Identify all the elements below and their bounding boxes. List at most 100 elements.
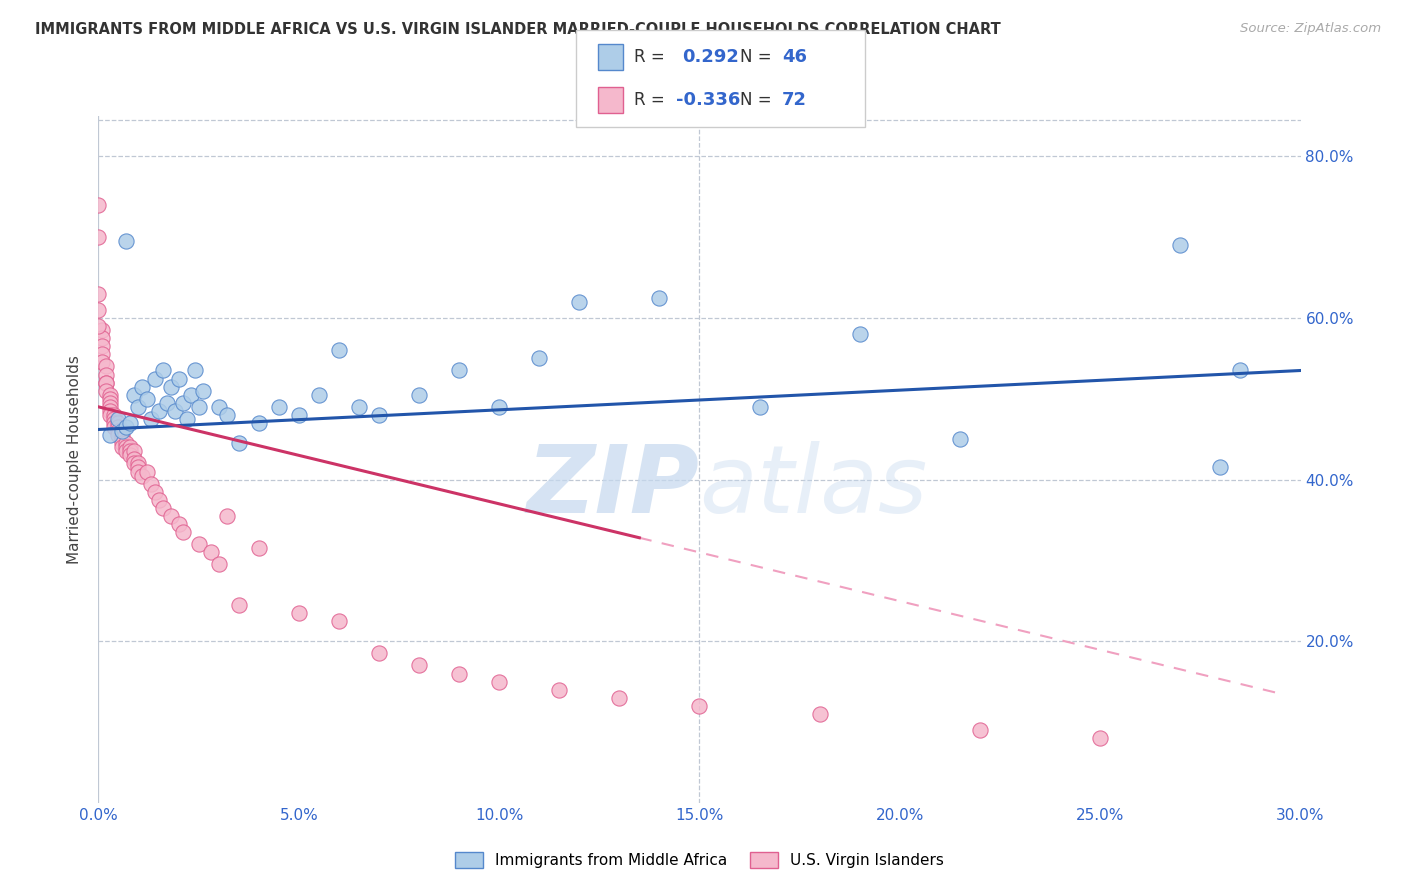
Point bbox=[115, 420, 138, 434]
Point bbox=[111, 428, 134, 442]
Text: 46: 46 bbox=[782, 48, 807, 66]
Point bbox=[155, 396, 177, 410]
Point bbox=[347, 400, 370, 414]
Point bbox=[1088, 731, 1111, 746]
Point bbox=[115, 436, 138, 450]
Point bbox=[368, 408, 391, 422]
Point bbox=[120, 448, 142, 462]
Text: ZIP: ZIP bbox=[527, 441, 700, 533]
Point bbox=[135, 392, 157, 406]
Point bbox=[91, 331, 114, 345]
Point bbox=[100, 404, 122, 418]
Point bbox=[115, 234, 138, 248]
Point bbox=[187, 537, 209, 551]
Point bbox=[408, 658, 430, 673]
Point bbox=[308, 388, 330, 402]
Text: atlas: atlas bbox=[700, 442, 928, 533]
Point bbox=[548, 682, 571, 697]
Point bbox=[91, 355, 114, 369]
Point bbox=[87, 198, 110, 212]
Y-axis label: Married-couple Households: Married-couple Households bbox=[67, 355, 83, 564]
Point bbox=[159, 379, 181, 393]
Point bbox=[568, 294, 591, 309]
Text: N =: N = bbox=[740, 48, 776, 66]
Point bbox=[100, 428, 122, 442]
Point bbox=[148, 404, 170, 418]
Point bbox=[128, 400, 150, 414]
Point bbox=[120, 416, 142, 430]
Point bbox=[408, 388, 430, 402]
Point bbox=[100, 392, 122, 406]
Point bbox=[139, 476, 162, 491]
Point bbox=[172, 396, 194, 410]
Point bbox=[808, 706, 831, 721]
Point bbox=[191, 384, 214, 398]
Point bbox=[228, 598, 250, 612]
Point bbox=[148, 492, 170, 507]
Point bbox=[228, 436, 250, 450]
Text: 72: 72 bbox=[782, 91, 807, 109]
Point bbox=[103, 408, 125, 422]
Point bbox=[120, 444, 142, 458]
Point bbox=[111, 440, 134, 454]
Point bbox=[163, 404, 186, 418]
Point bbox=[215, 408, 238, 422]
Point bbox=[128, 457, 150, 471]
Legend: Immigrants from Middle Africa, U.S. Virgin Islanders: Immigrants from Middle Africa, U.S. Virg… bbox=[449, 846, 950, 874]
Text: Source: ZipAtlas.com: Source: ZipAtlas.com bbox=[1240, 22, 1381, 36]
Point bbox=[111, 432, 134, 446]
Point bbox=[176, 412, 198, 426]
Point bbox=[447, 363, 470, 377]
Point bbox=[969, 723, 991, 737]
Point bbox=[159, 508, 181, 523]
Point bbox=[100, 408, 122, 422]
Point bbox=[131, 468, 153, 483]
Text: N =: N = bbox=[740, 91, 776, 109]
Point bbox=[128, 465, 150, 479]
Point bbox=[247, 541, 270, 556]
Point bbox=[208, 400, 231, 414]
Point bbox=[131, 379, 153, 393]
Point bbox=[96, 376, 118, 390]
Point bbox=[91, 323, 114, 337]
Point bbox=[107, 428, 129, 442]
Point bbox=[100, 388, 122, 402]
Point bbox=[143, 371, 166, 385]
Point bbox=[200, 545, 222, 559]
Point bbox=[267, 400, 290, 414]
Point bbox=[1209, 460, 1232, 475]
Point bbox=[87, 302, 110, 317]
Point bbox=[689, 698, 711, 713]
Point bbox=[152, 363, 174, 377]
Point bbox=[172, 525, 194, 540]
Point bbox=[124, 452, 146, 467]
Point bbox=[368, 646, 391, 660]
Point bbox=[648, 291, 671, 305]
Point bbox=[115, 444, 138, 458]
Point bbox=[529, 351, 551, 366]
Point bbox=[949, 432, 972, 446]
Point bbox=[135, 465, 157, 479]
Point bbox=[247, 416, 270, 430]
Point bbox=[849, 327, 872, 342]
Point bbox=[288, 606, 311, 620]
Point bbox=[183, 363, 205, 377]
Point bbox=[100, 396, 122, 410]
Point bbox=[87, 286, 110, 301]
Point bbox=[139, 412, 162, 426]
Point bbox=[107, 412, 129, 426]
Point bbox=[87, 230, 110, 244]
Point bbox=[180, 388, 202, 402]
Point bbox=[103, 420, 125, 434]
Point bbox=[167, 516, 190, 531]
Point bbox=[103, 412, 125, 426]
Point bbox=[124, 388, 146, 402]
Point bbox=[748, 400, 770, 414]
Point bbox=[152, 500, 174, 515]
Point bbox=[107, 420, 129, 434]
Point bbox=[124, 457, 146, 471]
Point bbox=[288, 408, 311, 422]
Point bbox=[111, 436, 134, 450]
Point bbox=[103, 416, 125, 430]
Point bbox=[124, 444, 146, 458]
